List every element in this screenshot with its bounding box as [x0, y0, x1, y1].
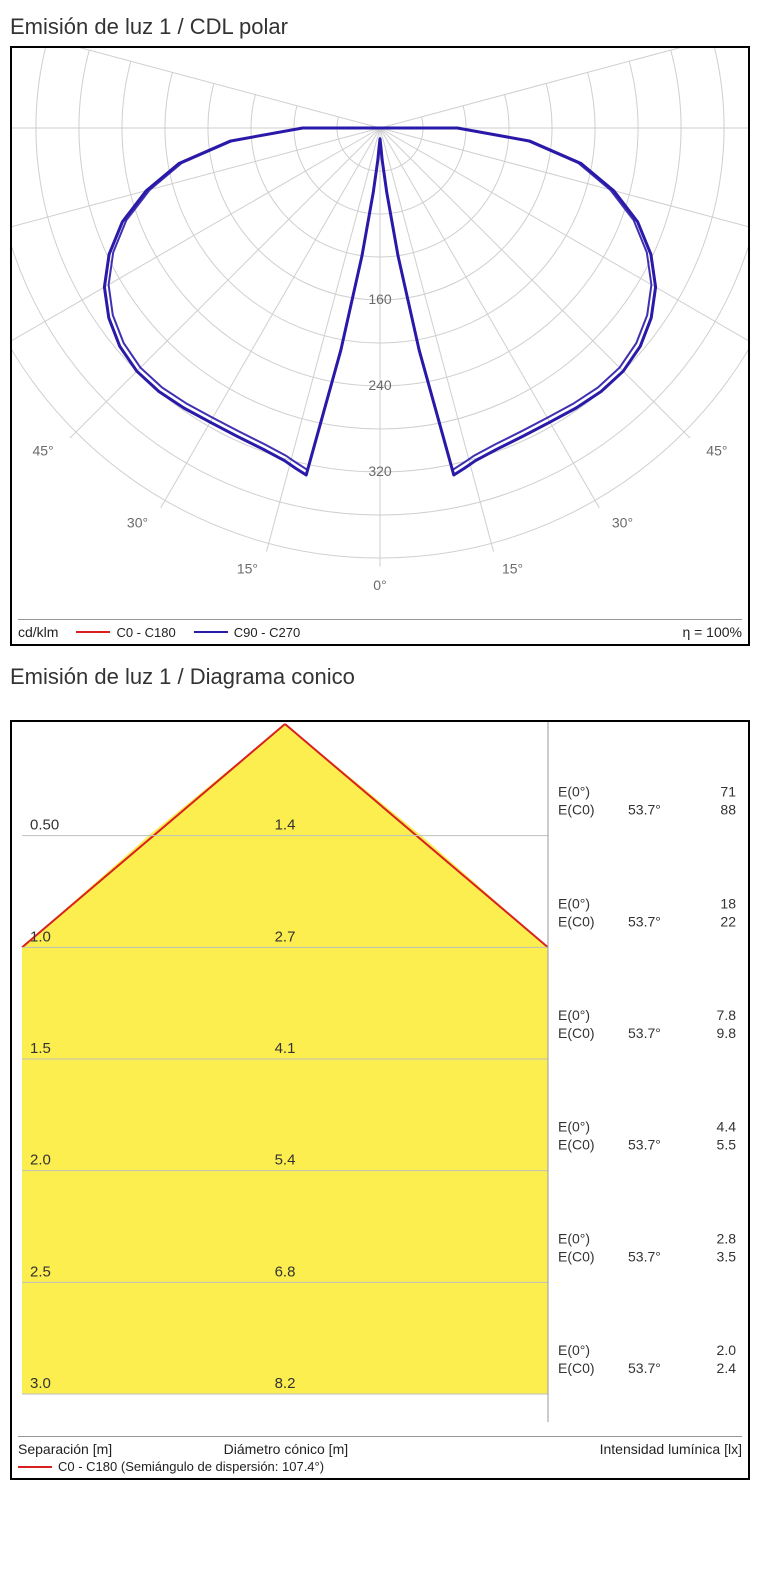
svg-text:E(C0): E(C0) [558, 1248, 595, 1264]
polar-legend-item-0: C0 - C180 [76, 625, 175, 640]
svg-text:0.50: 0.50 [30, 817, 59, 834]
svg-text:E(C0): E(C0) [558, 802, 595, 818]
polar-efficiency: η = 100% [682, 624, 742, 640]
svg-text:45°: 45° [33, 442, 54, 458]
cone-swatch [18, 1466, 52, 1468]
svg-text:88: 88 [720, 802, 736, 818]
svg-text:E(0°): E(0°) [558, 1119, 590, 1135]
legend-swatch-1 [194, 631, 228, 633]
svg-text:53.7°: 53.7° [628, 1137, 661, 1153]
svg-text:0°: 0° [373, 577, 386, 593]
polar-legend: cd/klm C0 - C180 C90 - C270 η = 100% [18, 619, 742, 640]
svg-text:4.4: 4.4 [717, 1119, 737, 1135]
svg-text:E(C0): E(C0) [558, 1137, 595, 1153]
svg-text:15°: 15° [502, 560, 523, 576]
svg-text:2.0: 2.0 [717, 1342, 737, 1358]
svg-text:5.4: 5.4 [275, 1152, 296, 1169]
svg-text:2.0: 2.0 [30, 1152, 51, 1169]
svg-text:30°: 30° [127, 515, 148, 531]
svg-text:E(C0): E(C0) [558, 1025, 595, 1041]
svg-text:5.5: 5.5 [717, 1137, 737, 1153]
svg-text:E(0°): E(0°) [558, 1007, 590, 1023]
svg-text:45°: 45° [706, 442, 727, 458]
svg-text:1.4: 1.4 [275, 817, 296, 834]
svg-text:3.5: 3.5 [717, 1248, 737, 1264]
col-diam: Diámetro cónico [m] [224, 1441, 348, 1457]
svg-text:22: 22 [720, 913, 736, 929]
cone-footer: Separación [m] Diámetro cónico [m] Inten… [18, 1436, 742, 1474]
svg-text:4.1: 4.1 [275, 1040, 296, 1057]
svg-text:53.7°: 53.7° [628, 1360, 661, 1376]
polar-legend-item-1: C90 - C270 [194, 625, 300, 640]
cone-beam-label: C0 - C180 (Semiángulo de dispersión: 107… [58, 1459, 324, 1474]
cone-chart: 0.50 1.4 1.0 2.7 1.5 4.1 2.0 5.4 2.5 6.8 3.0 8.2 E(0… [10, 720, 750, 1480]
svg-text:2.7: 2.7 [275, 928, 296, 945]
svg-text:E(0°): E(0°) [558, 895, 590, 911]
col-int: Intensidad lumínica [lx] [600, 1441, 742, 1457]
svg-text:7.8: 7.8 [717, 1007, 737, 1023]
svg-text:53.7°: 53.7° [628, 1248, 661, 1264]
svg-text:1.0: 1.0 [30, 928, 51, 945]
svg-text:3.0: 3.0 [30, 1375, 51, 1392]
svg-text:71: 71 [720, 784, 736, 800]
svg-text:E(0°): E(0°) [558, 784, 590, 800]
polar-title: Emisión de luz 1 / CDL polar [10, 14, 754, 40]
svg-text:53.7°: 53.7° [628, 1025, 661, 1041]
svg-text:E(C0): E(C0) [558, 1360, 595, 1376]
svg-text:E(0°): E(0°) [558, 1230, 590, 1246]
cone-svg: 0.50 1.4 1.0 2.7 1.5 4.1 2.0 5.4 2.5 6.8 3.0 8.2 E(0… [12, 722, 748, 1422]
polar-svg: 160240320105°105°90°90°75°75°60°60°45°45… [12, 48, 748, 608]
svg-text:53.7°: 53.7° [628, 913, 661, 929]
svg-text:6.8: 6.8 [275, 1263, 296, 1280]
svg-text:30°: 30° [612, 515, 633, 531]
svg-text:53.7°: 53.7° [628, 802, 661, 818]
svg-text:E(0°): E(0°) [558, 1342, 590, 1358]
svg-text:2.4: 2.4 [717, 1360, 737, 1376]
cone-title: Emisión de luz 1 / Diagrama conico [10, 664, 754, 690]
polar-chart: 160240320105°105°90°90°75°75°60°60°45°45… [10, 46, 750, 646]
legend-swatch-0 [76, 631, 110, 633]
svg-text:320: 320 [368, 463, 392, 479]
legend-label-0: C0 - C180 [116, 625, 175, 640]
col-sep: Separación [m] [18, 1441, 112, 1457]
svg-text:15°: 15° [237, 560, 258, 576]
svg-text:2.8: 2.8 [717, 1230, 737, 1246]
svg-text:240: 240 [368, 377, 392, 393]
svg-text:9.8: 9.8 [717, 1025, 737, 1041]
svg-text:18: 18 [720, 895, 736, 911]
svg-text:E(C0): E(C0) [558, 913, 595, 929]
svg-text:1.5: 1.5 [30, 1040, 51, 1057]
legend-label-1: C90 - C270 [234, 625, 300, 640]
svg-text:2.5: 2.5 [30, 1263, 51, 1280]
polar-units: cd/klm [18, 624, 58, 640]
svg-text:8.2: 8.2 [275, 1375, 296, 1392]
svg-text:160: 160 [368, 291, 392, 307]
